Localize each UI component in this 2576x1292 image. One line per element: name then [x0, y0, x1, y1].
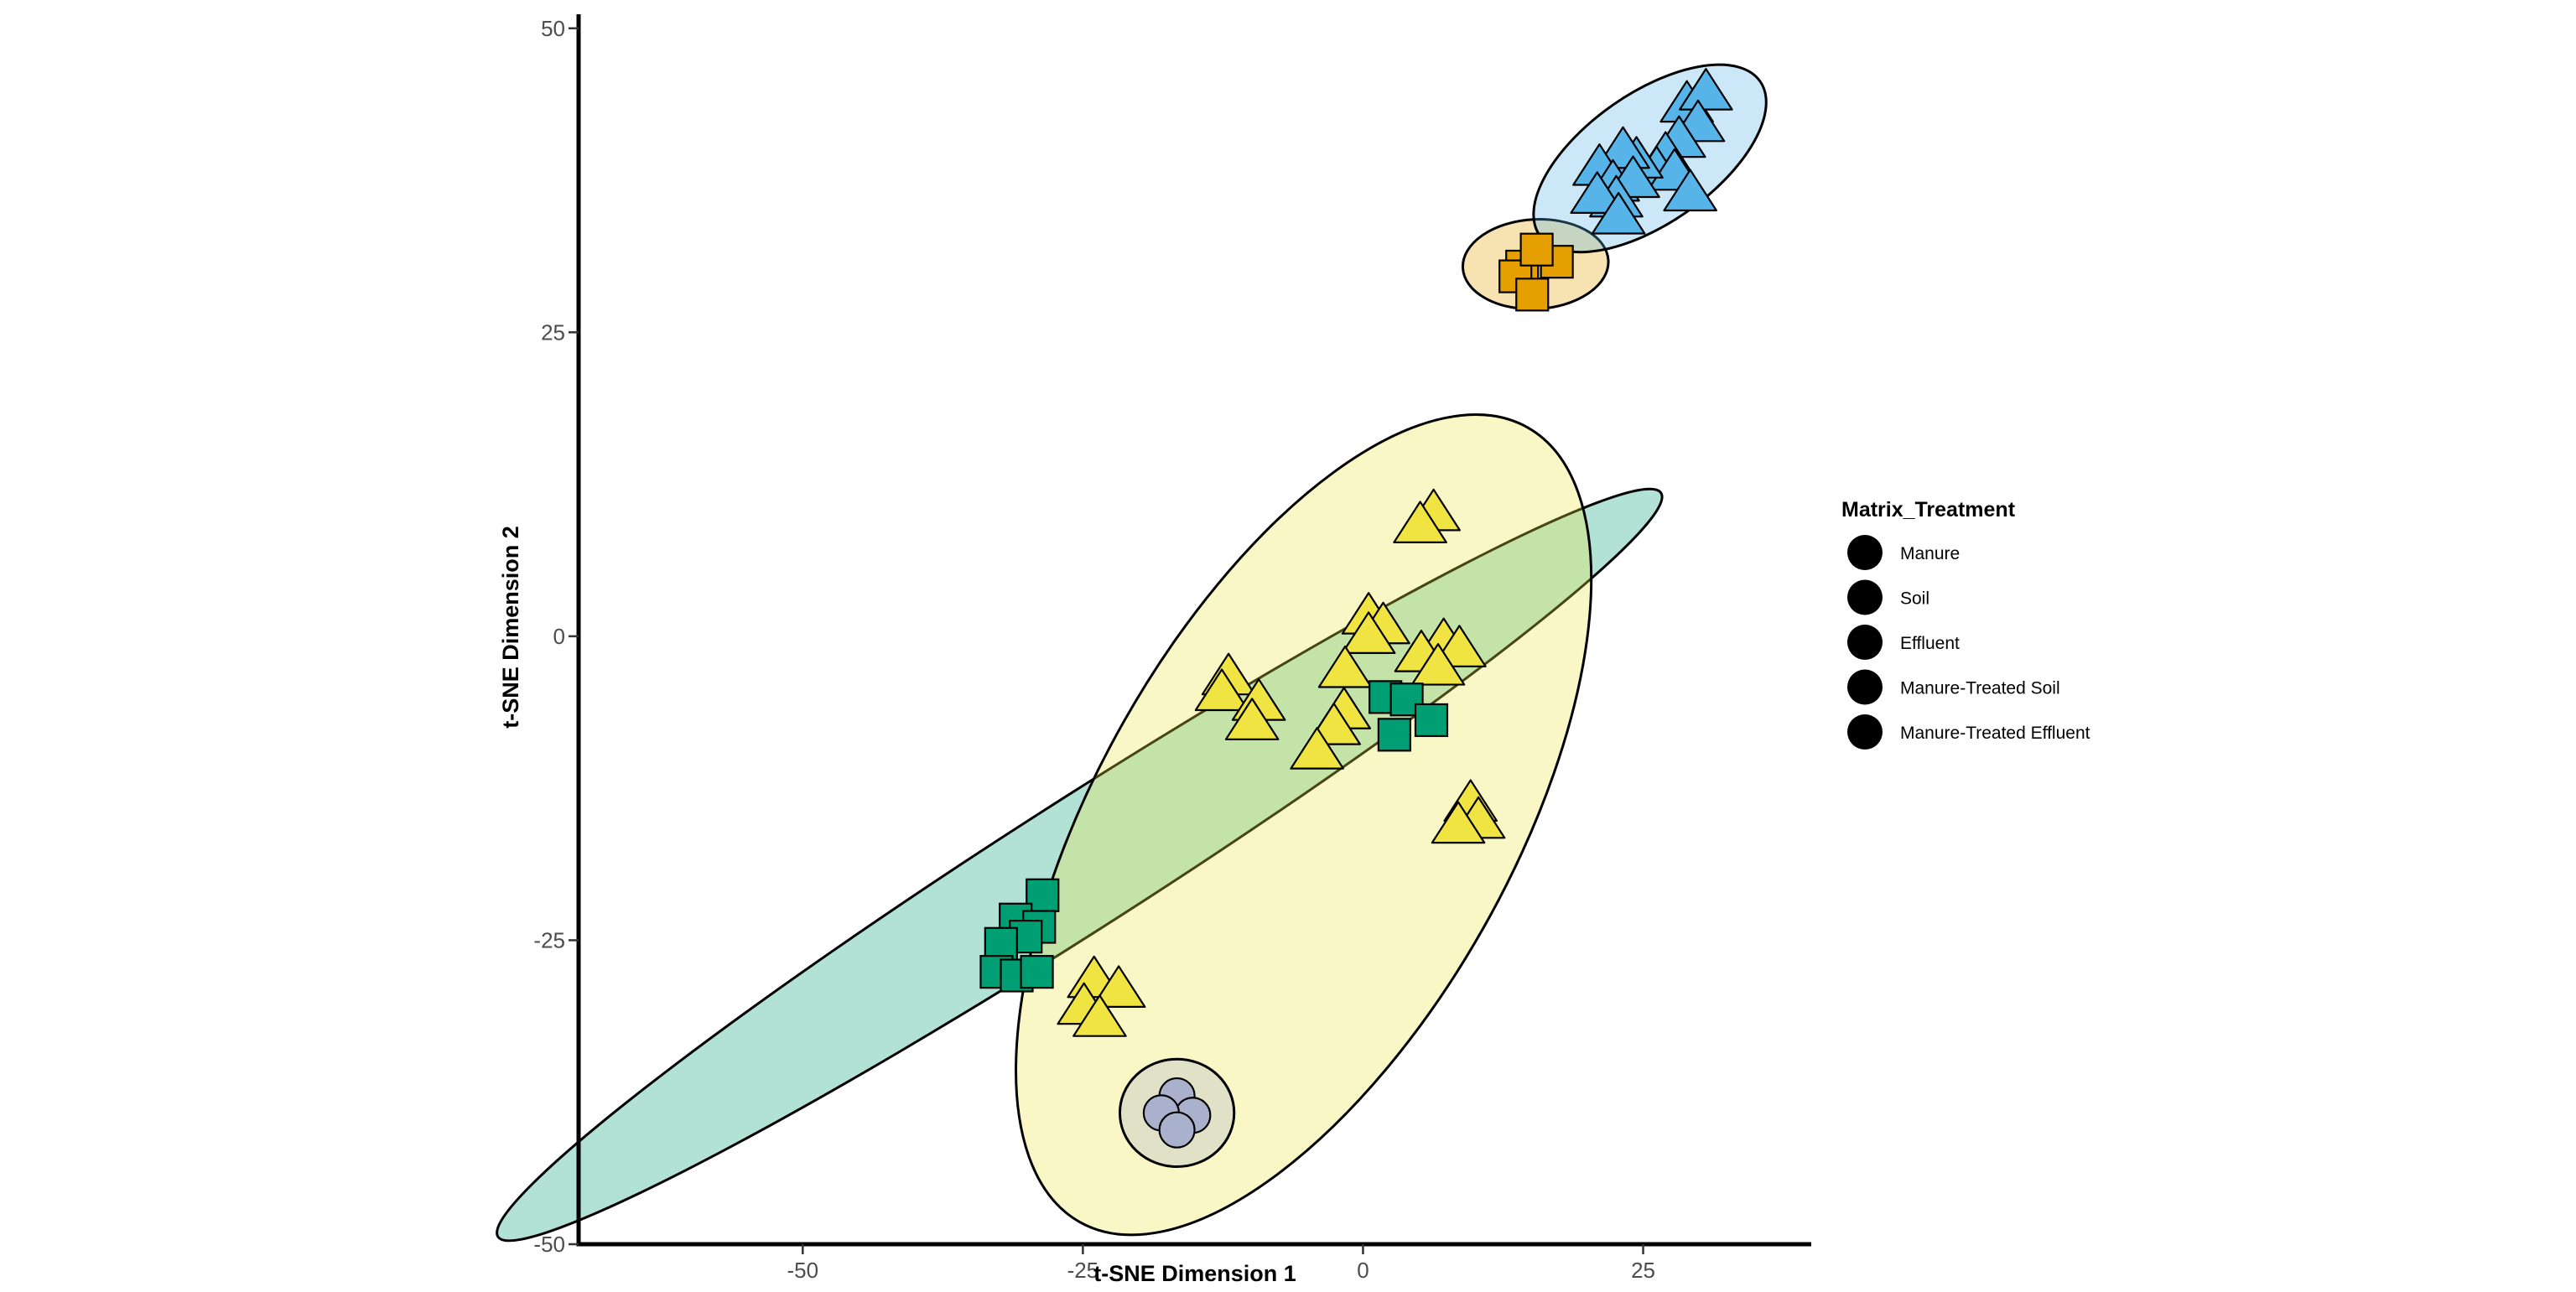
confidence-ellipses — [496, 63, 1768, 1243]
y-tick-label-2: -25 — [533, 927, 565, 952]
legend-label-manure: Manure — [1900, 544, 1960, 563]
legend-title: Matrix_Treatment — [1841, 498, 2016, 521]
ellipse-manure-treated-effluent — [496, 487, 1664, 1243]
x-tick-label-3: 0 — [1357, 1258, 1368, 1283]
legend-key-soil — [1847, 579, 1883, 615]
point-manure-treated-effluent-4 — [1377, 718, 1411, 752]
legend-key-manure-treated-soil — [1847, 669, 1883, 705]
x-tick-label-1: -50 — [787, 1258, 818, 1283]
point-manure-4 — [1515, 278, 1550, 312]
y-tick-label-4: 25 — [541, 319, 565, 345]
ellipse-manure-treated-soil — [1015, 413, 1593, 1237]
legend-label-manure-treated-soil: Manure-Treated Soil — [1900, 679, 2060, 698]
point-manure-treated-soil-20 — [1431, 801, 1486, 844]
y-axis-ticks: -50 -25 0 25 50 — [533, 16, 579, 1257]
legend-label-effluent: Effluent — [1900, 634, 1960, 653]
point-effluent-2 — [1679, 68, 1733, 111]
x-tick-label-4: 25 — [1631, 1258, 1655, 1283]
point-manure-treated-soil-16 — [1224, 698, 1280, 740]
point-manure-5 — [1519, 232, 1554, 267]
point-manure-treated-effluent-12 — [1020, 955, 1054, 989]
point-manure-treated-effluent-9 — [984, 926, 1018, 961]
point-manure-treated-soil-2 — [1393, 501, 1447, 543]
legend-key-effluent — [1847, 625, 1883, 660]
y-axis-label: t-SNE Dimension 2 — [498, 526, 523, 729]
y-tick-label-3: 0 — [553, 624, 565, 649]
point-effluent-16 — [1663, 169, 1717, 212]
y-tick-label-5: 50 — [541, 16, 565, 41]
point-effluent-15 — [1591, 191, 1646, 235]
point-soil-4 — [1158, 1111, 1196, 1149]
legend-key-manure-treated-effluent — [1847, 714, 1883, 750]
x-axis-ticks: -50 -25 0 25 — [787, 1244, 1655, 1283]
data-points — [979, 68, 1733, 1149]
point-effluent-14 — [1570, 171, 1625, 214]
legend-key-manure — [1847, 535, 1883, 570]
point-manure-treated-effluent-3 — [1414, 703, 1449, 738]
x-axis-label: t-SNE Dimension 1 — [1093, 1261, 1296, 1286]
y-tick-label-1: -50 — [533, 1232, 565, 1257]
legend: Matrix_Treatment ManureSoilEffluentManur… — [1841, 498, 2090, 750]
point-manure-treated-soil-9 — [1410, 643, 1466, 686]
point-manure-treated-soil-10 — [1317, 645, 1373, 688]
point-manure-treated-soil-12 — [1194, 668, 1249, 712]
legend-label-manure-treated-effluent: Manure-Treated Effluent — [1900, 724, 2090, 743]
legend-items: Manure Soil Effluent Manure-Treated Soil Man… — [1847, 535, 2090, 750]
point-manure-treated-soil-24 — [1072, 994, 1127, 1037]
point-manure-treated-soil-22 — [1091, 965, 1146, 1008]
x-tick-label-2: -25 — [1067, 1258, 1099, 1283]
point-manure-treated-soil-17 — [1290, 727, 1344, 770]
legend-label-soil: Soil — [1900, 589, 1929, 609]
point-effluent-9 — [1596, 126, 1650, 169]
point-manure-treated-soil-5 — [1341, 611, 1396, 654]
